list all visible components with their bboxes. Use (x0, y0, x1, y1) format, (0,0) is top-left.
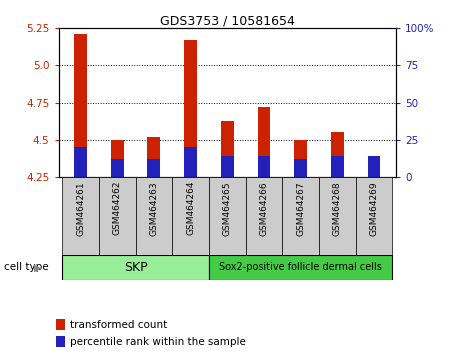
Bar (56, 336, 65, 347)
FancyBboxPatch shape (356, 177, 392, 255)
Text: GSM464263: GSM464263 (149, 181, 158, 235)
Text: cell type: cell type (4, 262, 49, 272)
FancyBboxPatch shape (62, 177, 99, 255)
FancyBboxPatch shape (99, 177, 135, 255)
FancyBboxPatch shape (172, 177, 209, 255)
Text: GSM464268: GSM464268 (333, 181, 342, 235)
Bar (111, 159, 124, 177)
Text: GSM464267: GSM464267 (296, 181, 305, 235)
Bar (331, 156, 344, 177)
Bar (257, 156, 270, 177)
FancyBboxPatch shape (209, 255, 392, 280)
Text: transformed count: transformed count (70, 320, 167, 330)
Bar (111, 140, 124, 177)
Bar (74, 34, 87, 177)
Text: Sox2-positive follicle dermal cells: Sox2-positive follicle dermal cells (219, 262, 382, 272)
Text: SKP: SKP (124, 261, 147, 274)
Text: GSM464266: GSM464266 (260, 181, 269, 235)
FancyBboxPatch shape (135, 177, 172, 255)
Bar (331, 132, 344, 177)
Bar (294, 159, 307, 177)
FancyBboxPatch shape (282, 177, 319, 255)
Bar (221, 156, 234, 177)
Text: GSM464265: GSM464265 (223, 181, 232, 235)
Bar (221, 120, 234, 177)
Bar (56, 319, 65, 330)
Bar (294, 140, 307, 177)
Title: GDS3753 / 10581654: GDS3753 / 10581654 (160, 14, 295, 27)
Bar (184, 147, 197, 177)
Bar (148, 159, 160, 177)
Bar (74, 147, 87, 177)
FancyBboxPatch shape (209, 177, 246, 255)
Bar (148, 137, 160, 177)
Text: percentile rank within the sample: percentile rank within the sample (70, 337, 246, 347)
Bar (368, 158, 380, 177)
FancyBboxPatch shape (319, 177, 356, 255)
Text: GSM464269: GSM464269 (369, 181, 378, 235)
Text: ▶: ▶ (34, 262, 41, 272)
Bar (257, 107, 270, 177)
Text: GSM464261: GSM464261 (76, 181, 85, 235)
Bar (184, 40, 197, 177)
FancyBboxPatch shape (246, 177, 282, 255)
Bar (368, 156, 380, 177)
Text: GSM464262: GSM464262 (112, 181, 122, 235)
FancyBboxPatch shape (62, 255, 209, 280)
Text: GSM464264: GSM464264 (186, 181, 195, 235)
